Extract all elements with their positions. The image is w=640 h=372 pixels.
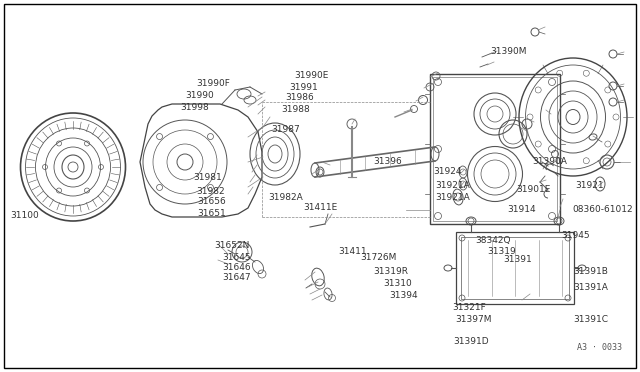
Text: 31921: 31921	[575, 180, 604, 189]
Text: 31986: 31986	[285, 93, 314, 103]
Text: 31914: 31914	[507, 205, 536, 215]
Text: 31391A: 31391A	[573, 282, 608, 292]
Bar	[433, 77, 557, 221]
Text: 31647: 31647	[222, 273, 251, 282]
Text: 31396: 31396	[373, 157, 402, 167]
Text: 31390M: 31390M	[490, 48, 527, 57]
Text: 31924: 31924	[433, 167, 461, 176]
Text: 31321F: 31321F	[452, 302, 486, 311]
Text: 31991: 31991	[289, 83, 317, 92]
Text: 31990E: 31990E	[294, 71, 328, 80]
Text: 31319R: 31319R	[373, 266, 408, 276]
Text: 31651: 31651	[197, 208, 226, 218]
Bar	[456, 232, 574, 304]
Text: 31988: 31988	[281, 105, 310, 113]
Text: 31390A: 31390A	[532, 157, 567, 167]
Bar	[461, 237, 569, 299]
Text: 38342Q: 38342Q	[475, 235, 511, 244]
Bar	[430, 74, 560, 224]
Text: 31391B: 31391B	[573, 266, 608, 276]
Text: 31391C: 31391C	[573, 314, 608, 324]
Text: 31998: 31998	[180, 103, 209, 112]
Text: 31990: 31990	[185, 92, 214, 100]
Text: 31921A: 31921A	[435, 180, 470, 189]
Text: 31990F: 31990F	[196, 80, 230, 89]
Text: 31646: 31646	[222, 263, 251, 272]
Text: A3 · 0033: A3 · 0033	[577, 343, 622, 352]
Text: 31921A: 31921A	[435, 193, 470, 202]
Text: 31397M: 31397M	[455, 314, 492, 324]
Text: 31656: 31656	[197, 198, 226, 206]
Text: 31310: 31310	[383, 279, 412, 289]
Text: 31394: 31394	[389, 291, 418, 299]
Text: 31645: 31645	[222, 253, 251, 263]
Text: 31319: 31319	[487, 247, 516, 257]
Text: 31391D: 31391D	[453, 337, 488, 346]
Text: 31100: 31100	[10, 211, 39, 219]
Text: 31945: 31945	[561, 231, 589, 240]
Text: 31981: 31981	[193, 173, 221, 183]
Text: 31982: 31982	[196, 186, 225, 196]
Text: 31391: 31391	[503, 256, 532, 264]
Text: 31987: 31987	[271, 125, 300, 135]
Text: 31982A: 31982A	[268, 193, 303, 202]
Text: 31411E: 31411E	[303, 202, 337, 212]
Text: 31901E: 31901E	[516, 186, 550, 195]
Text: 31652N: 31652N	[214, 241, 250, 250]
Text: 31411: 31411	[338, 247, 367, 257]
Text: 31726M: 31726M	[360, 253, 396, 263]
Text: 08360-61012: 08360-61012	[572, 205, 632, 215]
